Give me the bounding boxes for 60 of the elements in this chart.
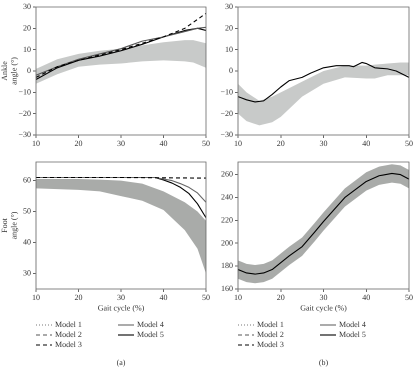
x-tick-label: 20 <box>74 292 82 302</box>
x-tick-label: 40 <box>362 292 370 302</box>
y-tick-label: 200 <box>221 238 233 248</box>
y-tick-label: 260 <box>221 170 233 179</box>
legend-label: Model 3 <box>55 340 82 350</box>
x-tick-label: 40 <box>362 138 370 148</box>
y-tick-label: −20 <box>18 108 31 118</box>
x-tick-label: 50 <box>405 292 413 302</box>
x-tick-label: 50 <box>202 292 210 302</box>
x-tick-label: 10 <box>234 138 242 148</box>
x-tick-label: 20 <box>276 138 285 148</box>
y-tick-label: 10 <box>225 44 233 54</box>
y-tick-label: 20 <box>23 23 31 32</box>
x-axis-title: Gait cycle (%) <box>98 303 145 312</box>
y-tick-label: −30 <box>18 130 31 140</box>
legend-label: Model 1 <box>257 320 284 330</box>
y-tick-label: 10 <box>23 44 31 54</box>
legend-label: Model 2 <box>55 330 82 340</box>
y-tick-label: 30 <box>23 2 31 12</box>
legend-label: Model 4 <box>137 320 164 330</box>
x-tick-label: 30 <box>320 138 328 148</box>
y-tick-label: 60 <box>23 176 31 185</box>
y-tick-label: 240 <box>221 192 233 202</box>
x-tick-label: 30 <box>117 138 125 148</box>
y-tick-label: 0 <box>27 66 31 76</box>
y-tick-label: 180 <box>221 261 233 270</box>
text: (b) <box>318 358 328 368</box>
y-tick-label: 50 <box>23 206 31 216</box>
y-tick-label: 220 <box>221 215 233 224</box>
y-tick-label: 40 <box>23 238 31 247</box>
x-tick-label: 40 <box>160 292 168 302</box>
legend-label: Model 2 <box>257 330 284 340</box>
y-tick-label: 30 <box>225 2 233 12</box>
y-axis-title: Foot angle (°) <box>0 211 18 240</box>
x-tick-label: 10 <box>32 292 40 302</box>
y-tick-label: 160 <box>221 284 233 294</box>
legend-label: Model 3 <box>257 340 284 350</box>
x-tick-label: 50 <box>405 138 413 148</box>
legend-label: Model 5 <box>339 330 366 340</box>
x-tick-label: 40 <box>160 138 168 148</box>
y-axis-title: Ankle angle (°) <box>0 56 18 85</box>
x-tick-label: 30 <box>117 292 125 302</box>
legend-label: Model 4 <box>339 320 366 330</box>
x-tick-label: 20 <box>74 138 82 148</box>
x-tick-label: 50 <box>202 138 210 148</box>
y-tick-label: −10 <box>220 87 233 96</box>
text: (a) <box>116 358 126 368</box>
y-tick-label: −10 <box>18 87 31 96</box>
x-tick-label: 10 <box>234 292 242 302</box>
y-tick-label: −30 <box>220 130 233 140</box>
y-tick-label: 30 <box>23 268 31 278</box>
x-tick-label: 30 <box>320 292 328 302</box>
x-axis-title: Gait cycle (%) <box>300 303 348 312</box>
y-tick-label: 0 <box>229 66 233 76</box>
legend-label: Model 1 <box>55 320 82 330</box>
x-tick-label: 10 <box>32 138 40 148</box>
x-tick-label: 20 <box>276 292 285 302</box>
legend-label: Model 5 <box>137 330 164 340</box>
y-tick-label: −20 <box>220 108 233 118</box>
y-tick-label: 20 <box>225 23 233 32</box>
